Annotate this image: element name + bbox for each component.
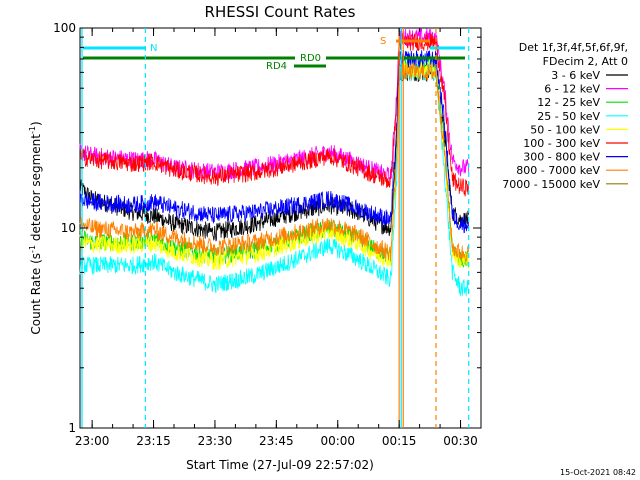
- x-axis-label: Start Time (27-Jul-09 22:57:02): [186, 458, 374, 472]
- footer-date: 15-Oct-2021 08:42: [560, 468, 636, 477]
- axis-layer: 23:00 23:15 23:30 23:45 00:00 00:15 00:30 1 10 10…: [53, 21, 482, 448]
- series-line: [79, 63, 470, 297]
- x-tick-label: 23:00: [75, 434, 110, 448]
- legend-label: 12 - 25 keV: [537, 96, 600, 109]
- legend-label: 50 - 100 keV: [530, 123, 600, 136]
- series-line: [79, 62, 470, 262]
- y-tick-label: 100: [53, 21, 76, 35]
- series-layer: [79, 28, 470, 297]
- legend-label: 300 - 800 keV: [523, 151, 600, 164]
- legend-label: 100 - 300 keV: [523, 137, 600, 150]
- attenuator-label: S: [380, 36, 386, 47]
- x-tick-label: 23:45: [259, 434, 294, 448]
- night-label: N: [150, 43, 157, 54]
- info-line-2: FDecim 2, Att 0: [543, 55, 628, 68]
- y-tick-label: 1: [68, 421, 76, 435]
- x-tick-label: 23:15: [136, 434, 171, 448]
- legend-label: 7000 - 15000 keV: [502, 178, 600, 191]
- chart-title: RHESSI Count Rates: [205, 3, 356, 21]
- x-tick-label: 00:00: [320, 434, 355, 448]
- legend-label: 25 - 50 keV: [537, 110, 600, 123]
- ylabel-sup-1: -1: [28, 245, 37, 253]
- series-line: [79, 61, 470, 271]
- overlay-layer: N RD0 RD4 S: [81, 28, 470, 428]
- series-line: [79, 33, 470, 197]
- series-line: [79, 63, 470, 242]
- x-tick-label: 00:15: [382, 434, 417, 448]
- plot-frame: [79, 27, 482, 429]
- x-tick-label: 00:30: [443, 434, 478, 448]
- ylabel-part-3: ): [29, 121, 43, 126]
- ylabel-sup-2: -1: [28, 126, 37, 134]
- info-line-1: Det 1f,3f,4f,5f,6f,9f,: [519, 41, 628, 54]
- y-axis-label: Count Rate (s-1 detector segment-1): [28, 121, 43, 334]
- ylabel-part-1: Count Rate (s: [29, 253, 43, 335]
- legend-label: 800 - 7000 keV: [516, 164, 600, 177]
- y-tick-label: 10: [61, 221, 76, 235]
- series-line: [79, 50, 470, 234]
- ylabel-part-2: detector segment: [29, 134, 43, 245]
- rd4-label: RD4: [266, 61, 287, 72]
- legend-label: 3 - 6 keV: [551, 69, 600, 82]
- x-tick-label: 23:30: [198, 434, 233, 448]
- legend-label: 6 - 12 keV: [544, 83, 600, 96]
- rd0-label: RD0: [300, 53, 321, 64]
